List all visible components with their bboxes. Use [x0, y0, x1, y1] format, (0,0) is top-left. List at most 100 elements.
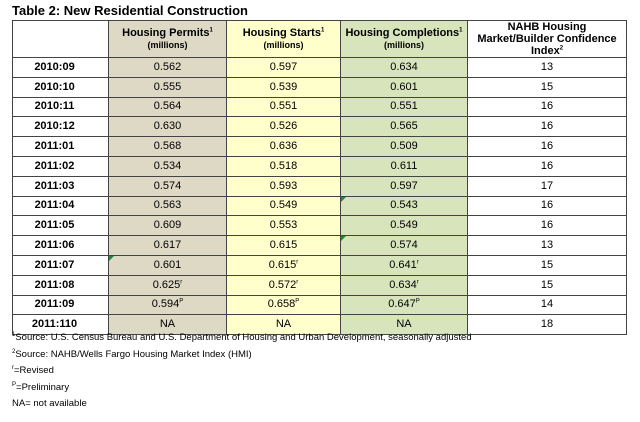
revision-marker: P	[179, 298, 184, 305]
header-unit: (millions)	[263, 40, 304, 50]
cell-starts: 0.549	[226, 195, 341, 217]
row-period: 2010:12	[12, 116, 109, 138]
cell-value: 0.625	[152, 278, 181, 291]
row-period: 2011:03	[12, 175, 109, 197]
cell-nahb: 15	[467, 76, 627, 98]
cell-permits: 0.568	[108, 136, 227, 157]
cell-value: 0.634	[389, 278, 417, 291]
cell-starts: 0.553	[226, 215, 341, 237]
cell-value: 0.574	[153, 179, 182, 192]
cell-value: NA	[396, 318, 412, 331]
cell-value: 0.634	[390, 60, 418, 73]
cell-value: 0.549	[390, 219, 418, 232]
header-unit: (millions)	[147, 40, 188, 50]
header-label: Housing Completions	[345, 27, 460, 39]
cell-value: 0.534	[153, 159, 182, 172]
cell-value: 0.551	[390, 100, 418, 113]
cell-permits: 0.564	[108, 96, 227, 118]
cell-starts: 0.597	[226, 57, 341, 78]
cell-permits: 0.563	[108, 195, 227, 217]
cell-value: NA	[275, 318, 292, 331]
cell-starts: 0.658P	[226, 294, 341, 316]
cell-completions: 0.647P	[340, 294, 468, 316]
cell-starts: 0.539	[226, 76, 341, 98]
cell-nahb: 17	[467, 175, 627, 197]
row-period: 2011:08	[12, 274, 109, 296]
cell-nahb: 16	[467, 96, 627, 118]
table-title: Table 2: New Residential Construction	[12, 3, 248, 18]
row-period: 2011:04	[12, 195, 109, 217]
cell-value: 0.658	[267, 298, 296, 311]
cell-value: 0.551	[269, 100, 298, 113]
cell-value: 0.539	[269, 80, 298, 93]
table-row: 2011:02 0.534 0.518 0.611 16	[12, 155, 627, 177]
cell-permits: 0.601	[108, 254, 227, 276]
cell-value: 0.593	[269, 179, 298, 192]
cell-permits: 0.609	[108, 215, 227, 237]
table-row: 2011:03 0.574 0.593 0.597 17	[12, 175, 627, 197]
footnote-text: NA= not available	[12, 398, 87, 409]
header-label: Housing Starts	[242, 27, 321, 39]
row-period: 2011:01	[12, 136, 109, 157]
footnote-marker: 1	[12, 331, 16, 338]
cell-nahb: 16	[467, 215, 627, 237]
cell-permits: 0.574	[108, 175, 227, 197]
cell-starts: 0.615r	[226, 254, 341, 276]
footnote-marker: 1	[320, 27, 325, 34]
cell-permits: 0.555	[108, 76, 227, 98]
cell-value: 0.543	[390, 199, 418, 212]
row-period: 2011:07	[12, 254, 109, 276]
cell-value: 0.568	[153, 140, 182, 153]
row-period: 2011:05	[12, 215, 109, 237]
cell-value: 0.565	[390, 120, 418, 133]
footnote-marker: 2	[559, 45, 564, 52]
cell-completions: 0.611	[340, 155, 468, 177]
cell-starts: NA	[226, 314, 341, 336]
cell-value: 0.555	[153, 80, 182, 93]
table-row: 2011:05 0.609 0.553 0.549 16	[12, 215, 627, 237]
cell-starts: 0.636	[226, 136, 341, 157]
footnote-marker: 1	[209, 27, 213, 34]
cell-starts: 0.572r	[226, 274, 341, 296]
cell-completions: 0.509	[340, 136, 468, 157]
cell-permits: 0.625r	[108, 274, 227, 296]
cell-value: 0.641	[389, 258, 417, 271]
cell-nahb: 18	[467, 314, 627, 336]
cell-value: 0.630	[153, 120, 182, 133]
footnote: 2Source: NAHB/Wells Fargo Housing Market…	[12, 347, 472, 364]
cell-value: 0.597	[390, 179, 418, 192]
cell-value: 0.553	[269, 219, 298, 232]
header-label: Housing Permits	[122, 27, 210, 39]
cell-nahb: 16	[467, 116, 627, 138]
cell-completions: NA	[340, 314, 468, 336]
cell-completions: 0.565	[340, 116, 468, 138]
revision-marker: r	[180, 279, 183, 285]
cell-completions: 0.574	[340, 235, 468, 256]
row-period: 2011:09	[12, 294, 109, 316]
table-row: 2011:01 0.568 0.636 0.509 16	[12, 136, 627, 157]
cell-value: 0.594	[151, 298, 180, 311]
cell-value: 0.526	[269, 120, 298, 133]
footnotes: 1Source: U.S. Census Bureau and U.S. Dep…	[12, 330, 472, 413]
cell-value: 0.562	[153, 60, 182, 73]
cell-completions: 0.551	[340, 96, 468, 118]
table-row: 2011:110 NA NA NA 18	[12, 314, 627, 336]
header-housing-starts: Housing Starts1 (millions)	[226, 20, 341, 58]
footnote-marker: P	[12, 381, 17, 388]
cell-nahb: 16	[467, 136, 627, 157]
header-unit: (millions)	[384, 40, 424, 50]
table-row: 2010:10 0.555 0.539 0.601 15	[12, 76, 627, 98]
cell-value: 0.601	[390, 80, 418, 93]
cell-nahb: 13	[467, 57, 627, 78]
cell-starts: 0.518	[226, 155, 341, 177]
cell-completions: 0.597	[340, 175, 468, 197]
cell-permits: NA	[108, 314, 227, 336]
cell-permits: 0.534	[108, 155, 227, 177]
cell-starts: 0.615	[226, 235, 341, 256]
footnote-marker: 1	[459, 27, 463, 34]
header-housing-completions: Housing Completions1 (millions)	[340, 20, 468, 58]
cell-value: 0.509	[390, 140, 418, 153]
header-label: NAHB Housing Market/Builder Confidence I…	[477, 21, 617, 57]
cell-value: NA	[159, 318, 176, 331]
footnote-marker: 2	[12, 348, 16, 355]
